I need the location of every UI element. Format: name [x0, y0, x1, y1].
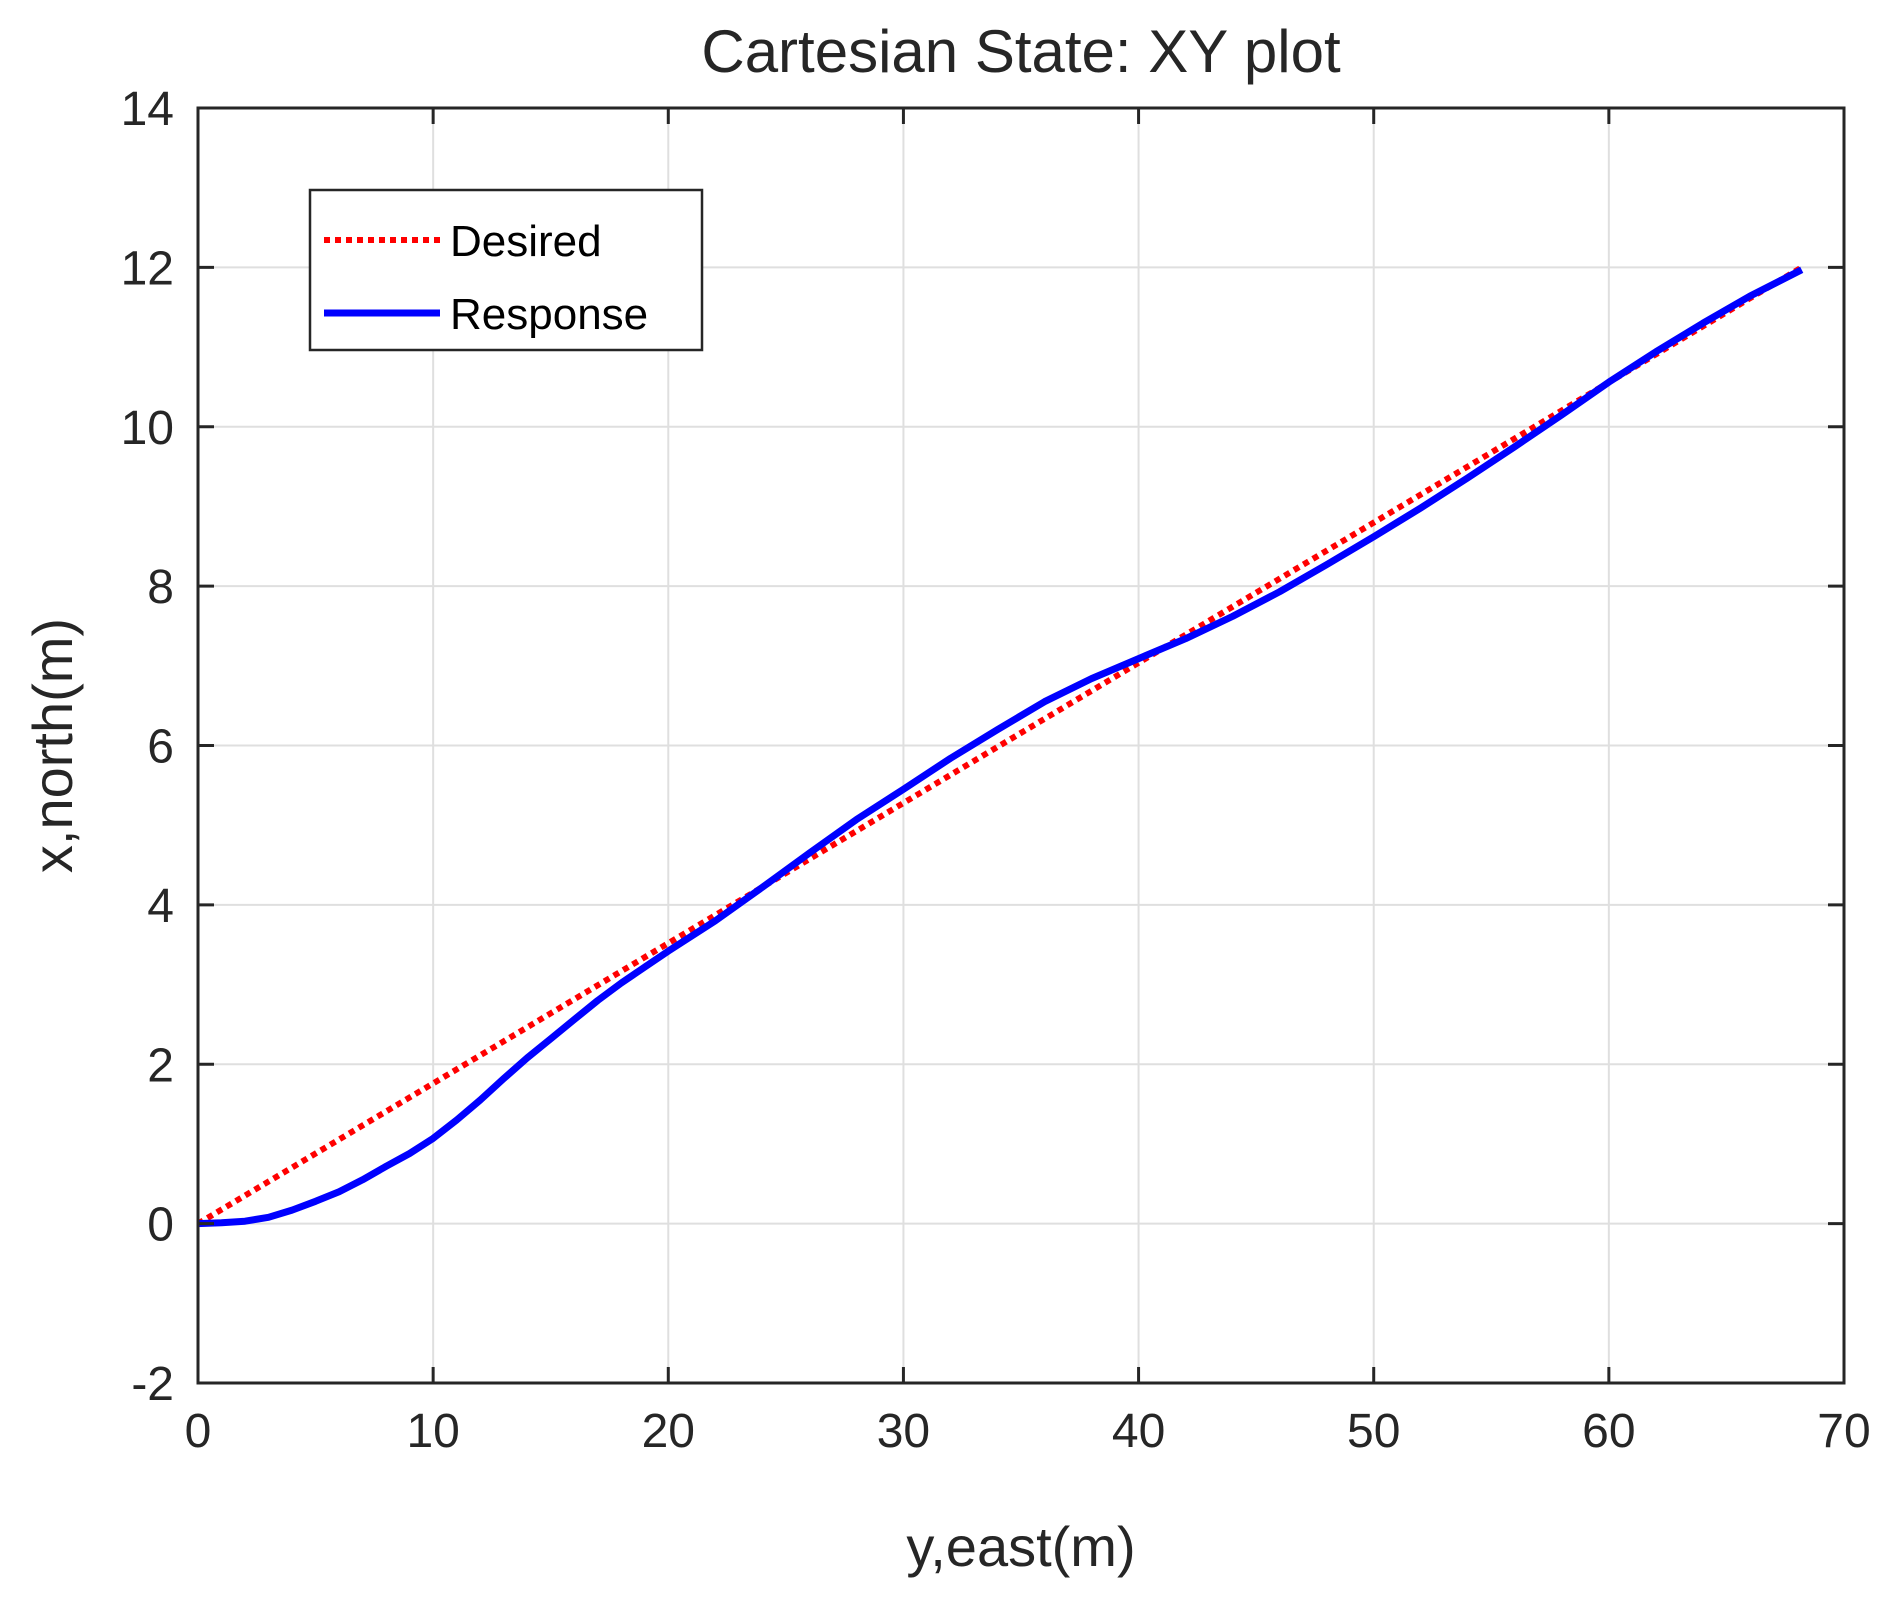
legend: Desired Response	[308, 188, 704, 352]
legend-label-response: Response	[450, 290, 648, 339]
grid	[198, 108, 1844, 1383]
x-tick-label: 0	[185, 1405, 212, 1458]
y-tick-label: 12	[121, 242, 174, 295]
legend-label-desired: Desired	[450, 217, 602, 266]
y-tick-label: 10	[121, 402, 174, 455]
series-line-response	[197, 266, 1804, 1228]
y-tick-label: 6	[147, 721, 174, 774]
x-axis-label: y,east(m)	[906, 1515, 1135, 1578]
y-tick-label: 8	[147, 561, 174, 614]
y-axis-label: x,north(m)	[21, 618, 84, 873]
y-tick-label: 14	[121, 83, 174, 136]
y-tick-label: 4	[147, 880, 174, 933]
series-line-desired	[196, 264, 1804, 1227]
x-tick-label: 50	[1347, 1405, 1400, 1458]
y-tick-label: -2	[131, 1358, 174, 1411]
x-tick-label: 60	[1582, 1405, 1635, 1458]
series-lines	[196, 264, 1804, 1228]
x-tick-label: 20	[642, 1405, 695, 1458]
x-tick-label: 70	[1817, 1405, 1870, 1458]
y-tick-label: 2	[147, 1039, 174, 1092]
x-tick-label: 40	[1112, 1405, 1165, 1458]
x-tick-label: 30	[877, 1405, 930, 1458]
x-tick-label: 10	[406, 1405, 459, 1458]
legend-box	[308, 188, 704, 352]
chart-title: Cartesian State: XY plot	[701, 18, 1341, 85]
y-tick-label: 0	[147, 1199, 174, 1252]
